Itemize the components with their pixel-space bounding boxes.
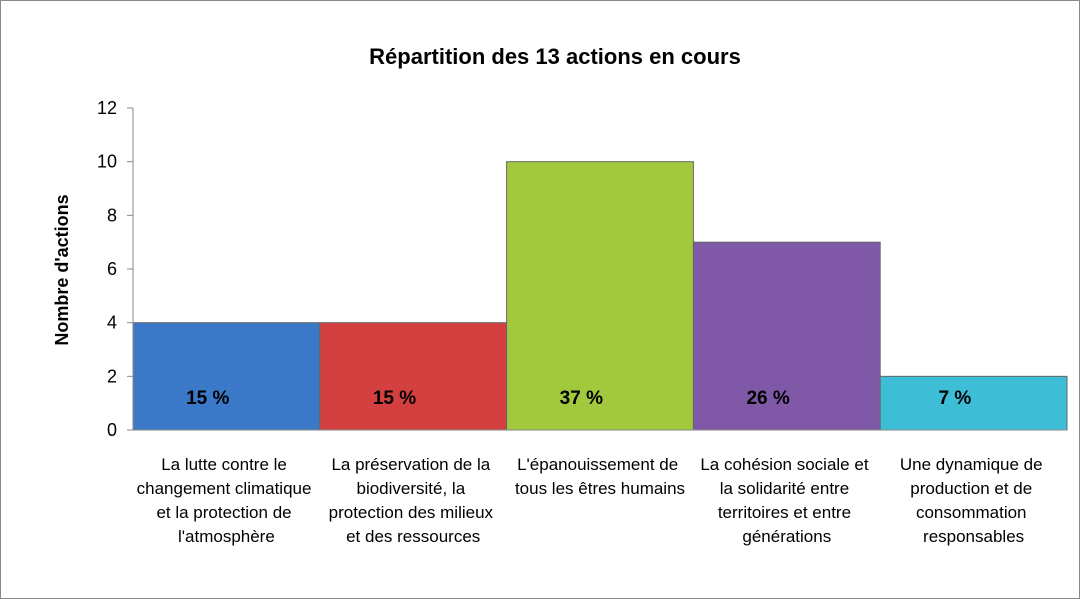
bar-annotation: 7 % (939, 388, 972, 409)
x-tick-label: L'épanouissement de tous les êtres humai… (515, 455, 685, 498)
chart-title: Répartition des 13 actions en cours (369, 44, 741, 69)
bar (506, 161, 694, 431)
x-tick-label: La cohésion sociale et la solidarité ent… (700, 455, 873, 546)
x-tick-label: La préservation de la biodiversité, la p… (329, 455, 498, 546)
y-tick-label: 12 (97, 98, 117, 118)
x-tick-label: Une dynamique de production et de consom… (900, 455, 1047, 546)
y-tick-label: 10 (97, 152, 117, 172)
y-tick-label: 6 (107, 259, 117, 279)
bar (692, 241, 881, 431)
y-tick-label: 2 (107, 366, 117, 386)
bar-annotation: 15 % (373, 388, 416, 409)
bar-annotation: 26 % (746, 388, 789, 409)
bar (132, 322, 321, 431)
y-tick-label: 0 (107, 420, 117, 440)
bar (879, 375, 1068, 431)
bar-annotation: 37 % (560, 388, 603, 409)
bar (319, 322, 508, 431)
y-tick-label: 8 (107, 205, 117, 225)
bar-annotation: 15 % (186, 388, 229, 409)
y-axis-label: Nombre d'actions (52, 194, 72, 345)
y-tick-label: 4 (107, 313, 117, 333)
x-tick-label: La lutte contre le changement climatique… (137, 455, 317, 546)
